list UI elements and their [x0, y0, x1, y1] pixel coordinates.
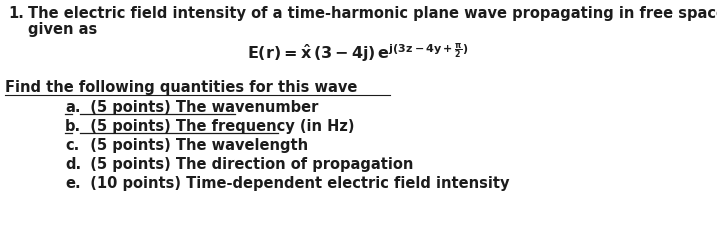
Text: (5 points) The direction of propagation: (5 points) The direction of propagation — [80, 157, 414, 172]
Text: (5 points) The frequency (in Hz): (5 points) The frequency (in Hz) — [80, 119, 354, 134]
Text: 1.: 1. — [8, 6, 24, 21]
Text: a.: a. — [65, 100, 80, 115]
Text: c.: c. — [65, 138, 80, 153]
Text: Find the following quantities for this wave: Find the following quantities for this w… — [5, 80, 357, 95]
Text: (5 points) The wavelength: (5 points) The wavelength — [80, 138, 308, 153]
Text: given as: given as — [28, 22, 98, 37]
Text: The electric field intensity of a time-harmonic plane wave propagating in free s: The electric field intensity of a time-h… — [28, 6, 717, 21]
Text: b.: b. — [65, 119, 81, 134]
Text: d.: d. — [65, 157, 81, 172]
Text: (10 points) Time-dependent electric field intensity: (10 points) Time-dependent electric fiel… — [80, 176, 510, 191]
Text: $\mathbf{E(r) = \hat{x}\,(3-4j)\,e}^{\mathbf{j(3z-4y+\frac{\pi}{2})}}$: $\mathbf{E(r) = \hat{x}\,(3-4j)\,e}^{\ma… — [247, 42, 469, 65]
Text: (5 points) The wavenumber: (5 points) The wavenumber — [80, 100, 318, 115]
Text: e.: e. — [65, 176, 80, 191]
